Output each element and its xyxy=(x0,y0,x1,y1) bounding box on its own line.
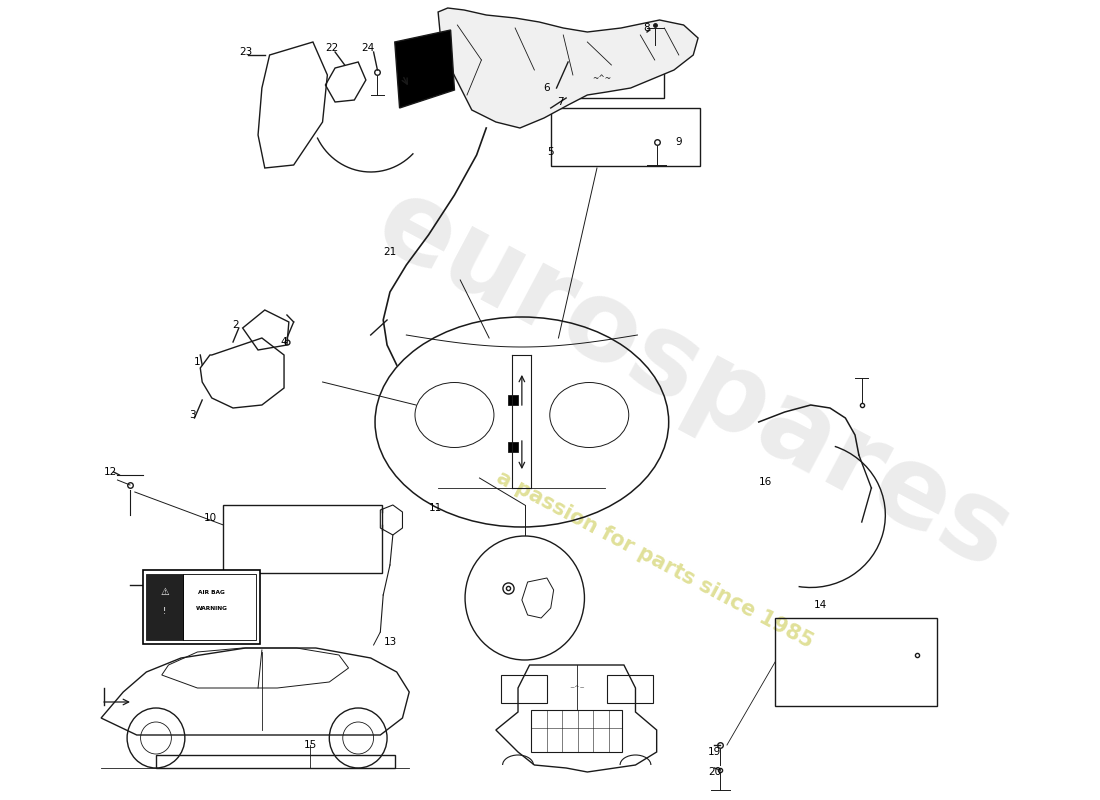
Text: 25: 25 xyxy=(162,580,175,590)
Text: WARNING: WARNING xyxy=(196,606,228,610)
Bar xyxy=(551,108,700,166)
Bar xyxy=(183,574,256,640)
Text: 22: 22 xyxy=(326,43,339,53)
Circle shape xyxy=(465,536,584,660)
Bar xyxy=(508,442,518,452)
Text: !: ! xyxy=(163,607,166,617)
Bar xyxy=(156,755,395,768)
Polygon shape xyxy=(395,30,454,108)
FancyBboxPatch shape xyxy=(143,570,260,644)
Text: 3: 3 xyxy=(189,410,196,420)
Bar xyxy=(531,710,621,752)
Text: 12: 12 xyxy=(104,467,118,477)
Text: 6: 6 xyxy=(543,83,550,93)
Text: 4: 4 xyxy=(280,337,287,347)
Text: 7: 7 xyxy=(557,97,563,107)
Text: 5: 5 xyxy=(548,147,554,157)
Text: 16: 16 xyxy=(759,477,772,487)
Text: a passion for parts since 1985: a passion for parts since 1985 xyxy=(493,468,816,652)
Bar xyxy=(146,574,183,640)
Bar xyxy=(606,675,652,703)
Bar xyxy=(223,505,383,573)
Text: 11: 11 xyxy=(429,503,442,513)
Text: 15: 15 xyxy=(304,740,317,750)
Text: 24: 24 xyxy=(361,43,374,53)
Text: 14: 14 xyxy=(814,600,827,610)
Text: eurospares: eurospares xyxy=(358,168,1028,592)
Text: 9: 9 xyxy=(675,137,682,147)
Text: 19: 19 xyxy=(707,747,722,757)
Text: 21: 21 xyxy=(383,247,397,257)
Text: 20: 20 xyxy=(708,767,720,777)
Text: ~^~: ~^~ xyxy=(569,686,584,690)
Text: 17: 17 xyxy=(496,583,509,593)
Text: 13: 13 xyxy=(383,637,397,647)
Bar xyxy=(563,60,664,98)
Bar xyxy=(776,618,937,706)
Bar xyxy=(500,675,547,703)
Text: ~^~: ~^~ xyxy=(592,74,612,83)
Text: AIR BAG: AIR BAG xyxy=(198,590,226,594)
Polygon shape xyxy=(438,8,698,128)
Text: 2: 2 xyxy=(232,320,239,330)
Text: 10: 10 xyxy=(204,513,217,523)
Text: 23: 23 xyxy=(239,47,252,57)
Text: ⚠: ⚠ xyxy=(161,587,169,597)
Text: 8: 8 xyxy=(644,23,650,33)
Bar xyxy=(508,395,518,405)
Text: 1: 1 xyxy=(194,357,200,367)
Text: 18: 18 xyxy=(525,567,538,577)
